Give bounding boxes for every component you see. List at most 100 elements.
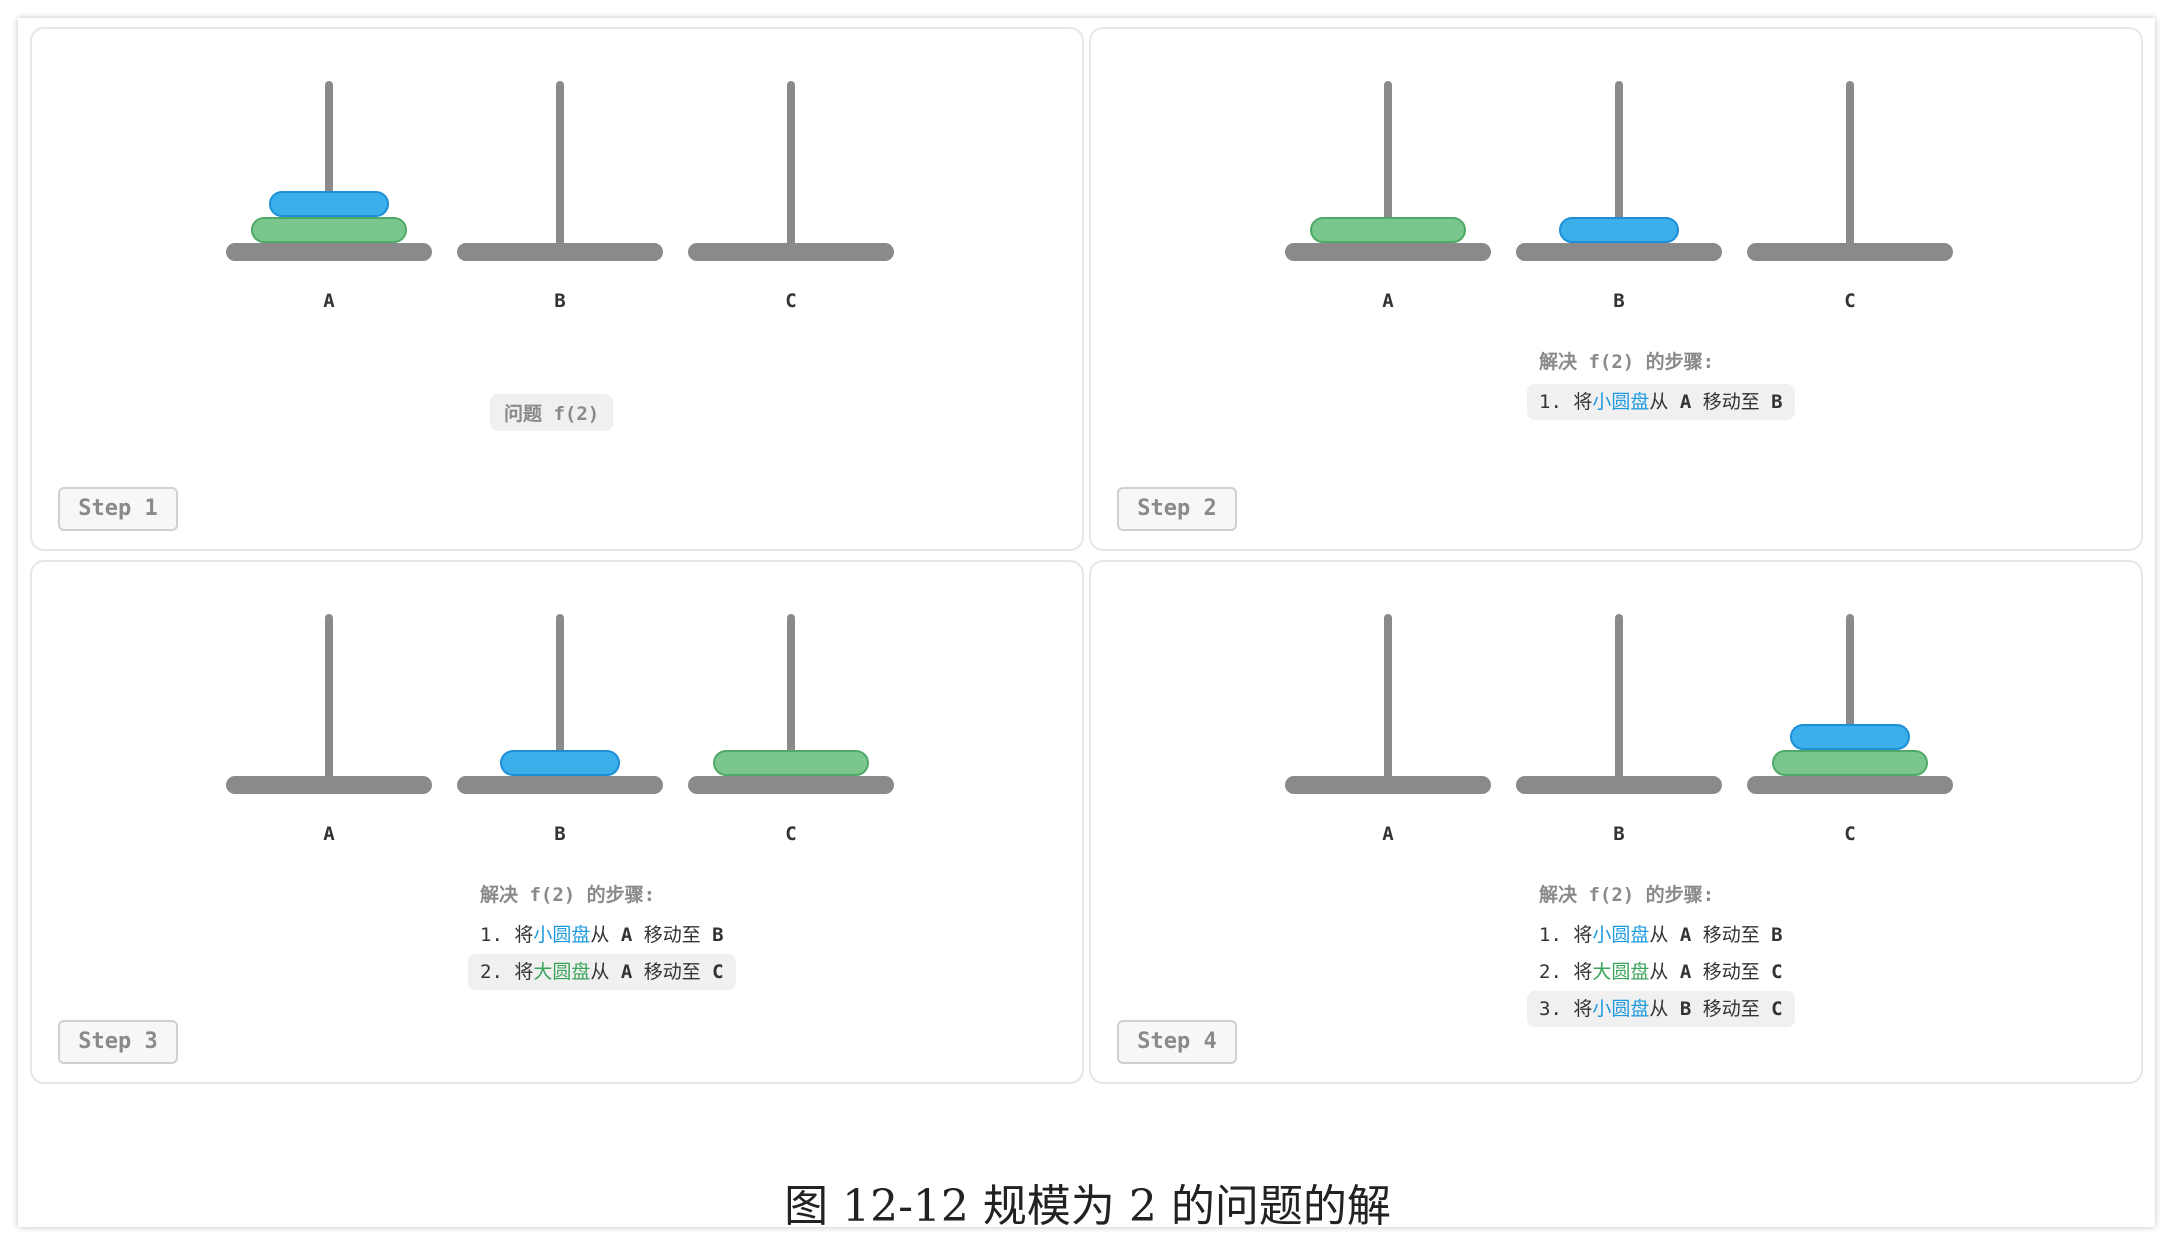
step-badge: Step 2 [1117, 487, 1237, 531]
step-number: 2. [1539, 961, 1574, 983]
step-from-word: 从 [1649, 961, 1680, 983]
peg-rod-c [787, 614, 795, 794]
step-badge: Step 3 [58, 1020, 178, 1064]
steps-title: 解决 f(2) 的步骤: [480, 884, 656, 906]
step-move-word: 移动至 [632, 961, 713, 983]
step-from-peg: B [1679, 998, 1692, 1020]
panel-step-2: A B C 解决 f(2) 的步骤: 1. 将小圆盘从 A 移动至 B Step 2 [1089, 27, 2143, 551]
step-to-peg: C [1771, 961, 1783, 983]
peg-rod-a [1384, 614, 1392, 794]
step-move-word: 移动至 [632, 924, 713, 946]
peg-rod-b [1615, 614, 1623, 794]
step-item: 1. 将小圆盘从 A 移动至 B [468, 917, 736, 953]
step-from-word: 从 [1649, 998, 1680, 1020]
peg-base-a [226, 776, 432, 794]
step-from-peg: A [620, 924, 633, 946]
peg-label-c: C [1844, 290, 1856, 312]
step-from-peg: A [1679, 391, 1692, 413]
panel-step-1: A B C 问题 f(2) Step 1 [30, 27, 1084, 551]
step-from-word: 从 [590, 924, 621, 946]
peg-base-b [1516, 776, 1722, 794]
step-number: 1. [480, 924, 515, 946]
peg-label-c: C [1844, 823, 1856, 845]
step-from-peg: A [1679, 961, 1692, 983]
peg-label-a: A [323, 823, 335, 845]
large-disk [1772, 750, 1928, 776]
large-disk [713, 750, 869, 776]
step-verb: 将 [514, 924, 534, 946]
peg-base-c [1747, 243, 1953, 261]
disk-name: 小圆盘 [1592, 391, 1650, 413]
step-number: 3. [1539, 998, 1574, 1020]
peg-rod-b [556, 614, 564, 794]
small-disk [1559, 217, 1679, 243]
peg-base-a [1285, 243, 1491, 261]
large-disk [1310, 217, 1466, 243]
step-verb: 将 [1573, 998, 1593, 1020]
peg-label-b: B [1613, 290, 1625, 312]
small-disk [500, 750, 620, 776]
step-item: 3. 将小圆盘从 B 移动至 C [1527, 991, 1795, 1027]
peg-label-b: B [554, 290, 566, 312]
step-item: 2. 将大圆盘从 A 移动至 C [468, 954, 736, 990]
peg-label-c: C [785, 290, 797, 312]
steps-title: 解决 f(2) 的步骤: [1539, 884, 1715, 906]
step-from-peg: A [620, 961, 633, 983]
peg-label-b: B [1613, 823, 1625, 845]
step-to-peg: C [1771, 998, 1783, 1020]
peg-base-b [457, 243, 663, 261]
peg-rod-a [325, 614, 333, 794]
step-to-peg: B [1771, 924, 1783, 946]
disk-name: 小圆盘 [1592, 998, 1650, 1020]
peg-rod-a [325, 81, 333, 261]
peg-rod-c [1846, 81, 1854, 261]
step-from-peg: A [1679, 924, 1692, 946]
disk-name: 大圆盘 [533, 961, 591, 983]
peg-base-c [1747, 776, 1953, 794]
step-number: 2. [480, 961, 515, 983]
step-item: 2. 将大圆盘从 A 移动至 C [1527, 954, 1795, 990]
large-disk [251, 217, 407, 243]
peg-label-c: C [785, 823, 797, 845]
steps-title: 解决 f(2) 的步骤: [1539, 351, 1715, 373]
peg-base-c [688, 243, 894, 261]
step-badge: Step 4 [1117, 1020, 1237, 1064]
disk-name: 小圆盘 [533, 924, 591, 946]
step-number: 1. [1539, 924, 1574, 946]
peg-base-c [688, 776, 894, 794]
small-disk [269, 191, 389, 217]
peg-label-a: A [323, 290, 335, 312]
step-item: 1. 将小圆盘从 A 移动至 B [1527, 384, 1795, 420]
step-verb: 将 [1573, 391, 1593, 413]
disk-name: 小圆盘 [1592, 924, 1650, 946]
peg-rod-b [1615, 81, 1623, 261]
peg-base-a [226, 243, 432, 261]
step-to-peg: B [1771, 391, 1783, 413]
step-from-word: 从 [1649, 391, 1680, 413]
peg-rod-c [787, 81, 795, 261]
peg-rod-a [1384, 81, 1392, 261]
peg-base-b [457, 776, 663, 794]
peg-base-a [1285, 776, 1491, 794]
peg-rod-c [1846, 614, 1854, 794]
figure-caption: 图 12-12 规模为 2 的问题的解 [784, 1181, 1391, 1232]
peg-label-a: A [1382, 823, 1394, 845]
step-from-word: 从 [590, 961, 621, 983]
peg-label-b: B [554, 823, 566, 845]
disk-name: 大圆盘 [1592, 961, 1650, 983]
step-move-word: 移动至 [1691, 998, 1772, 1020]
step-item: 1. 将小圆盘从 A 移动至 B [1527, 917, 1795, 953]
step-verb: 将 [514, 961, 534, 983]
problem-label: 问题 f(2) [490, 394, 614, 431]
panel-step-4: A B C 解决 f(2) 的步骤: 1. 将小圆盘从 A 移动至 B 2. 将大圆盘从 … [1089, 560, 2143, 1084]
step-number: 1. [1539, 391, 1574, 413]
step-verb: 将 [1573, 924, 1593, 946]
step-badge: Step 1 [58, 487, 178, 531]
step-verb: 将 [1573, 961, 1593, 983]
step-from-word: 从 [1649, 924, 1680, 946]
step-move-word: 移动至 [1691, 924, 1772, 946]
small-disk [1790, 724, 1910, 750]
step-move-word: 移动至 [1691, 961, 1772, 983]
peg-base-b [1516, 243, 1722, 261]
peg-rod-b [556, 81, 564, 261]
